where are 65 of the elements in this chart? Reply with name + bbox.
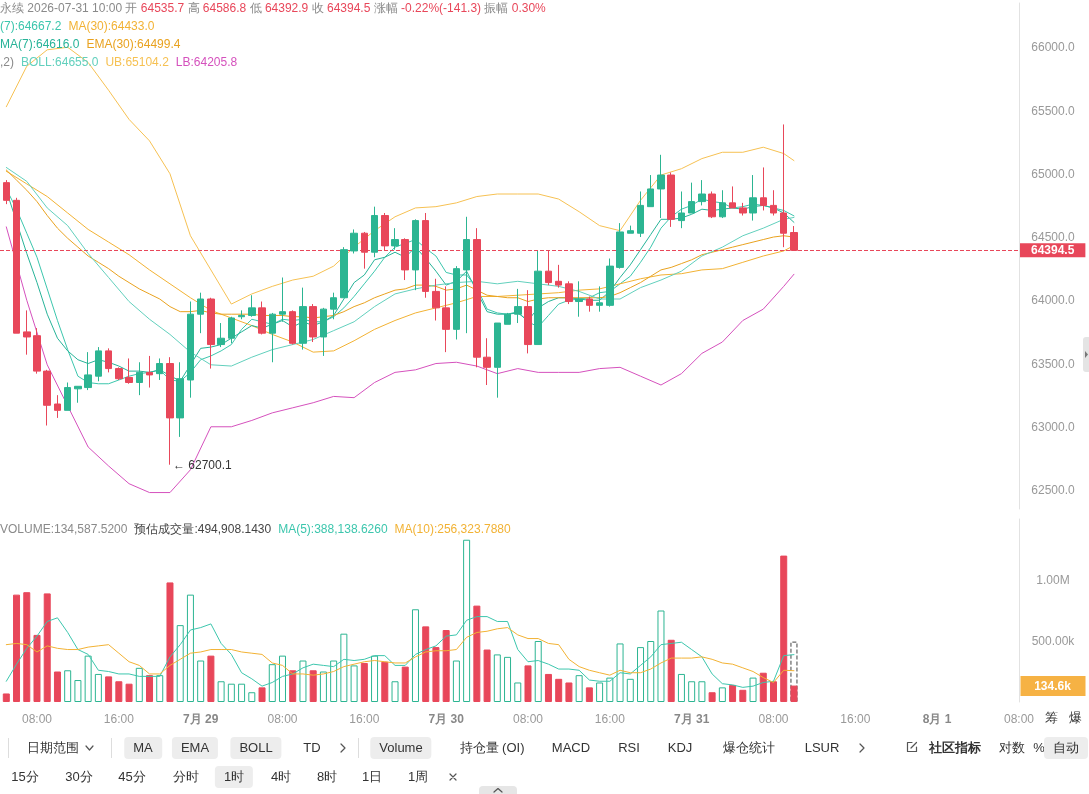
text: MACD bbox=[551, 738, 591, 757]
text: LSUR bbox=[804, 738, 840, 757]
text: 筹 bbox=[1044, 709, 1058, 727]
text: 永续 2026-07-31 10:00 开 64535.7 高 64586.8 低 64392.9 收 64394.5 涨幅 -0.22%(-141.3) 振幅 0.30% bbox=[0, 0, 546, 15]
x-tick-label: 08:00 bbox=[1003, 712, 1035, 726]
x-tick-label: 16:00 bbox=[840, 712, 871, 726]
text: TD bbox=[303, 738, 321, 757]
text: LB:64205.8 bbox=[175, 53, 238, 70]
x-tick-label: 08:00 bbox=[758, 712, 789, 726]
x-tick-label: 7月 31 bbox=[673, 712, 710, 726]
y-tick-label: 64500.0 bbox=[1031, 230, 1076, 245]
text: 对数 bbox=[999, 738, 1025, 757]
text: 1周 bbox=[407, 768, 429, 786]
text: 自动 bbox=[1044, 736, 1088, 759]
y-tick-label: 63500.0 bbox=[1031, 356, 1076, 371]
y-tick-label: 62500.0 bbox=[1031, 483, 1076, 498]
x-tick-label: 16:00 bbox=[594, 712, 626, 726]
text: MA(30):64433.0 bbox=[68, 17, 155, 34]
y-tick-label: 65500.0 bbox=[1031, 103, 1076, 118]
text: 134.6k bbox=[1020, 676, 1085, 696]
x-tick-label: 7月 30 bbox=[428, 712, 465, 726]
text: 日期范围 bbox=[27, 738, 79, 757]
text: Volume bbox=[370, 736, 432, 759]
text: % bbox=[1033, 738, 1045, 757]
x-tick-label: 7月 29 bbox=[182, 712, 219, 726]
text: 社区指标 bbox=[929, 738, 981, 757]
y-tick-label: 64000.0 bbox=[1031, 293, 1076, 308]
x-tick-label: 08:00 bbox=[267, 712, 298, 726]
annotation: VOLUME:134,587.5200 bbox=[0, 522, 128, 536]
text: 1日 bbox=[361, 768, 383, 786]
y-tick-label: 500.00k bbox=[1031, 634, 1076, 648]
text: 1时 bbox=[214, 766, 254, 788]
annotation: ,2) bbox=[0, 54, 15, 69]
x-tick-label: 16:00 bbox=[103, 712, 135, 726]
x-tick-label: 16:00 bbox=[349, 712, 380, 726]
text: (7):64667.2 bbox=[0, 17, 62, 34]
text: 4时 bbox=[270, 768, 292, 786]
text: 8时 bbox=[316, 768, 338, 786]
text: MA bbox=[124, 736, 162, 759]
text: 爆仓统计 bbox=[723, 738, 775, 757]
text: 15分 bbox=[11, 768, 39, 786]
text: 持仓量 (OI) bbox=[459, 738, 525, 757]
x-tick-label: 08:00 bbox=[21, 712, 53, 726]
text: RSI bbox=[618, 738, 640, 757]
series-label: UB:65104.2 bbox=[105, 53, 169, 70]
text: KDJ bbox=[667, 738, 693, 757]
y-tick-label: 65000.0 bbox=[1031, 166, 1076, 181]
text: 分时 bbox=[173, 768, 199, 786]
text: EMA bbox=[171, 736, 219, 759]
text: 预估成交量:494,908.1430 bbox=[134, 521, 272, 537]
annotation: ← 62700.1 bbox=[172, 457, 233, 472]
text: MA(5):388,138.6260 bbox=[278, 521, 388, 537]
y-tick-label: 1.00M bbox=[1036, 573, 1070, 587]
text: 45分 bbox=[118, 768, 146, 786]
x-tick-label: 8月 1 bbox=[922, 712, 952, 726]
y-tick-label: 63000.0 bbox=[1031, 419, 1076, 434]
text: 30分 bbox=[65, 768, 93, 786]
text: EMA(30):64499.4 bbox=[86, 35, 181, 52]
text: BOLL bbox=[230, 736, 282, 759]
ref-line-label: 64394.5 bbox=[1031, 243, 1075, 258]
text: 爆 bbox=[1068, 709, 1082, 727]
text: MA(7):64616.0 bbox=[0, 35, 80, 52]
x-tick-label: 08:00 bbox=[512, 712, 544, 726]
y-tick-label: 66000.0 bbox=[1031, 40, 1076, 55]
text: MA(10):256,323.7880 bbox=[394, 521, 511, 537]
